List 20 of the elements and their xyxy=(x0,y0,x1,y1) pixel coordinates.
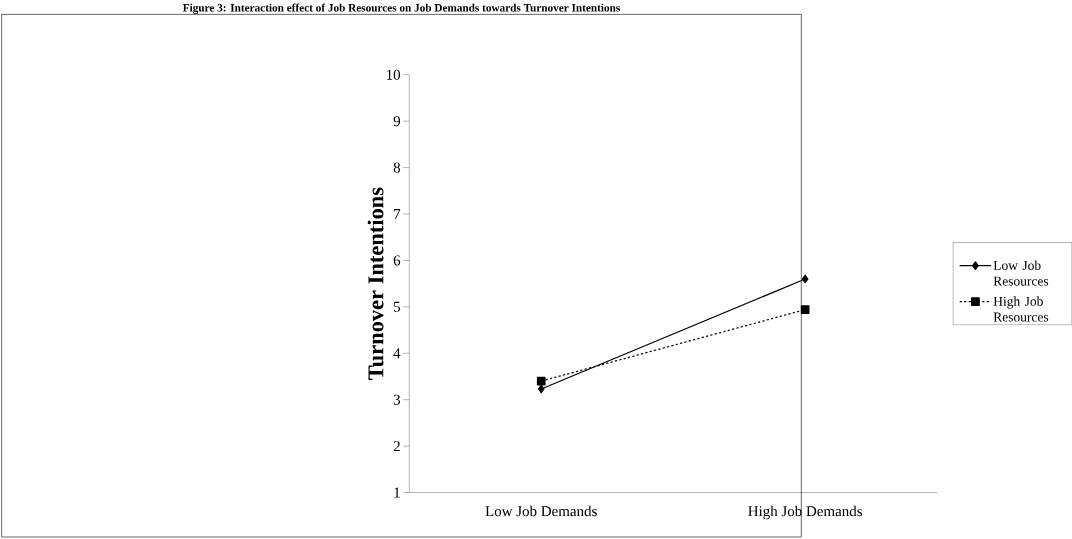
y-tick-label: 3 xyxy=(393,394,401,405)
y-axis-title: Turnover Intentions xyxy=(367,187,384,381)
point xyxy=(536,376,546,386)
legend-label: High Job Resources xyxy=(993,296,1049,322)
x-tick-label: High Job Demands xyxy=(748,505,862,520)
y-tick-label: 7 xyxy=(394,209,401,220)
y-tick-label: 5 xyxy=(394,302,401,312)
y-tick-label: 1 xyxy=(394,487,400,498)
y-tick-label: 9 xyxy=(393,116,400,127)
legend-label: Low Job Resources xyxy=(993,260,1049,286)
y-tick-label: 6 xyxy=(393,255,401,266)
y-tick-label: 8 xyxy=(393,162,401,173)
chart-title: Figure 3: Interaction effect of Job Resources on Job Demands towards Turnover Intentions xyxy=(182,3,620,15)
y-tick-label: 4 xyxy=(393,348,401,359)
point xyxy=(800,305,810,315)
point xyxy=(801,274,809,284)
x-tick-label: Low Job Demands xyxy=(485,505,597,517)
y-tick-label: 10 xyxy=(386,69,401,80)
y-tick-label: 2 xyxy=(393,441,400,452)
point xyxy=(537,384,545,394)
